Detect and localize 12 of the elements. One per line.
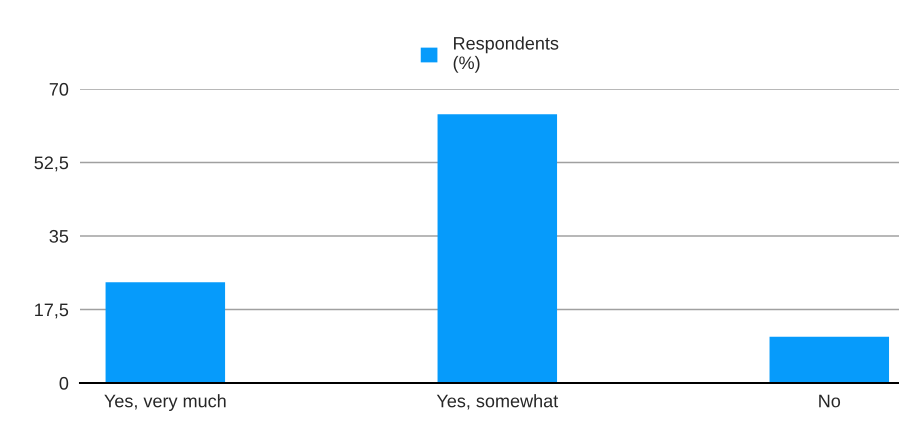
x-tick-label: Yes, very much [104, 394, 226, 411]
y-tick-label: 52,5 [34, 156, 68, 172]
bar [106, 282, 226, 383]
bar [438, 114, 558, 383]
x-tick-label: No [819, 394, 840, 408]
legend-label: Respondents (%) [454, 36, 558, 73]
bar [770, 336, 890, 383]
y-tick-label: 35 [49, 230, 68, 243]
y-tick-label: 0 [60, 376, 68, 390]
y-tick-label: 17,5 [35, 304, 68, 318]
y-tick-label: 70 [50, 82, 68, 96]
x-tick-label: Yes, somewhat [436, 394, 558, 410]
